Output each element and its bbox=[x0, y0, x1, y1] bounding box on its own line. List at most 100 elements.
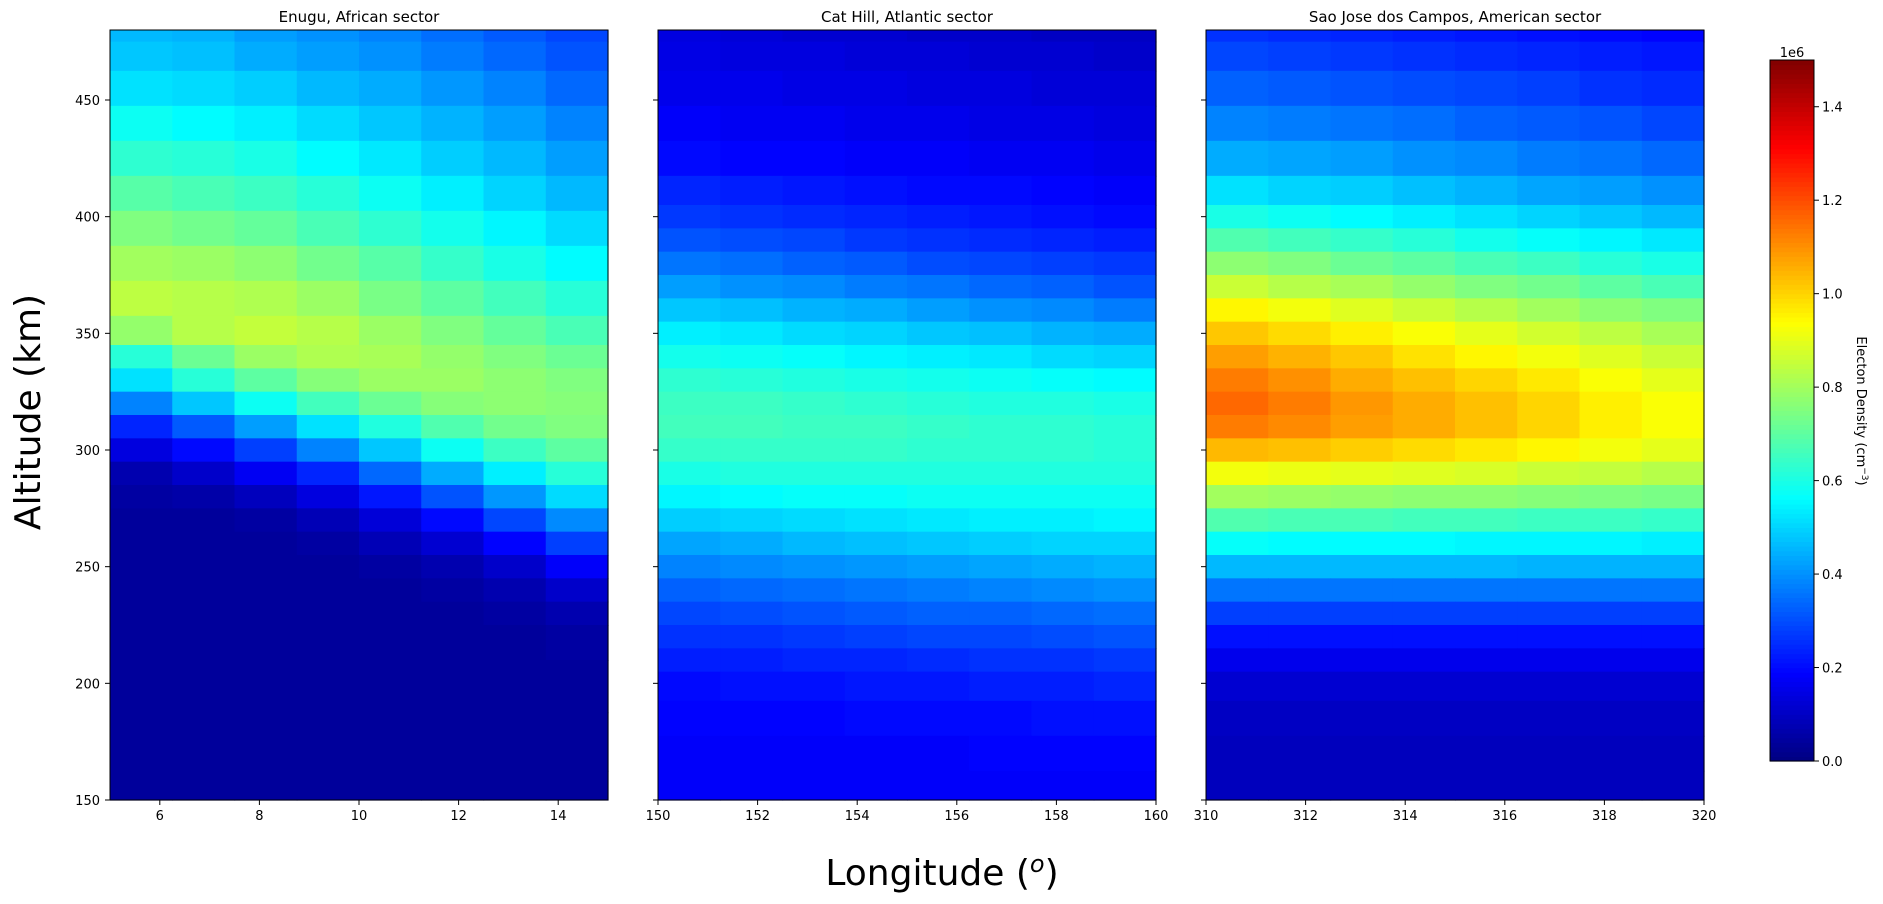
colorbar-segment bbox=[1770, 475, 1814, 482]
heatmap-cell bbox=[720, 251, 784, 276]
heatmap-cell bbox=[110, 368, 173, 393]
heatmap-cell bbox=[110, 41, 173, 72]
heatmap-cell bbox=[483, 415, 547, 439]
heatmap-cell bbox=[782, 671, 846, 702]
heatmap-cell bbox=[1206, 578, 1269, 603]
heatmap-cell bbox=[421, 438, 485, 463]
colorbar-segment bbox=[1770, 396, 1814, 402]
heatmap-cell bbox=[483, 485, 547, 509]
colorbar-segment bbox=[1770, 714, 1814, 720]
heatmap-cell bbox=[1641, 140, 1705, 177]
heatmap-cell bbox=[172, 391, 236, 416]
heatmap-cell bbox=[1641, 555, 1705, 579]
heatmap-cell bbox=[483, 660, 547, 714]
heatmap-cell bbox=[969, 345, 1033, 369]
x-tick-label: 10 bbox=[351, 809, 368, 824]
heatmap-cell bbox=[110, 461, 173, 486]
heatmap-cell bbox=[1517, 140, 1581, 177]
heatmap-cell bbox=[1517, 368, 1581, 393]
heatmap-cell bbox=[782, 251, 846, 276]
colorbar-segment bbox=[1770, 139, 1814, 145]
heatmap-cell bbox=[844, 321, 908, 346]
heatmap-cell bbox=[1392, 391, 1456, 416]
heatmap-cell bbox=[296, 391, 360, 416]
colorbar-segment bbox=[1770, 503, 1814, 510]
heatmap-cell bbox=[1392, 251, 1456, 276]
heatmap-cell bbox=[782, 30, 846, 43]
heatmap-cell bbox=[1268, 415, 1332, 439]
heatmap-cell bbox=[1517, 228, 1581, 253]
heatmap-cell bbox=[172, 712, 236, 772]
heatmap-cell bbox=[1268, 578, 1332, 603]
heatmap-cell bbox=[1031, 275, 1095, 299]
heatmap-cell bbox=[1330, 228, 1394, 253]
colorbar-segment bbox=[1770, 700, 1814, 706]
heatmap-cell bbox=[969, 485, 1033, 509]
colorbar-segment bbox=[1770, 387, 1814, 393]
heatmap-cell bbox=[359, 140, 422, 177]
heatmap-cell bbox=[1517, 391, 1581, 416]
heatmap-cell bbox=[421, 245, 485, 282]
heatmap-cell bbox=[1031, 345, 1095, 369]
heatmap-cell bbox=[1641, 298, 1705, 323]
colorbar-segment bbox=[1770, 284, 1814, 290]
heatmap-cell bbox=[720, 671, 784, 702]
heatmap-cell bbox=[1206, 671, 1269, 702]
heatmap-cell bbox=[658, 70, 721, 107]
heatmap-cell bbox=[1330, 625, 1394, 649]
heatmap-cell bbox=[545, 140, 609, 177]
heatmap-cell bbox=[1517, 415, 1581, 439]
heatmap-cell bbox=[1641, 671, 1705, 702]
heatmap-cell bbox=[296, 555, 360, 579]
colorbar-segment bbox=[1770, 634, 1814, 641]
heatmap-cell bbox=[1093, 228, 1157, 253]
heatmap-cell bbox=[1392, 298, 1456, 323]
heatmap-cell bbox=[658, 531, 721, 556]
heatmap-cell bbox=[545, 531, 609, 556]
heatmap-cell bbox=[110, 280, 173, 317]
heatmap-cell bbox=[1330, 555, 1394, 579]
heatmap-cell bbox=[658, 205, 721, 229]
heatmap-cell bbox=[907, 485, 970, 509]
heatmap-cell bbox=[844, 531, 908, 556]
heatmap-cell bbox=[359, 368, 422, 393]
colorbar-tick-label: 0.4 bbox=[1822, 568, 1843, 583]
heatmap-cell bbox=[296, 508, 360, 533]
heatmap-cell bbox=[1517, 175, 1581, 206]
heatmap-cell bbox=[720, 391, 784, 416]
colorbar-segment bbox=[1770, 214, 1814, 220]
colorbar-segment bbox=[1770, 326, 1814, 332]
heatmap-cell bbox=[1031, 228, 1095, 253]
heatmap-cell bbox=[1206, 205, 1269, 229]
heatmap-cell bbox=[421, 578, 485, 603]
heatmap-cell bbox=[421, 70, 485, 107]
heatmap-cell bbox=[907, 770, 970, 801]
colorbar-segment bbox=[1770, 116, 1814, 122]
heatmap-cell bbox=[720, 105, 784, 142]
colorbar-segment bbox=[1770, 78, 1814, 84]
heatmap-cell bbox=[1330, 700, 1394, 737]
heatmap-cell bbox=[969, 368, 1033, 393]
heatmap-cell bbox=[1392, 508, 1456, 533]
heatmap-cell bbox=[907, 700, 970, 737]
heatmap-cell bbox=[720, 555, 784, 579]
colorbar-segment bbox=[1770, 620, 1814, 627]
heatmap-cell bbox=[1517, 345, 1581, 369]
heatmap-cell bbox=[844, 438, 908, 463]
colorbar-segment bbox=[1770, 209, 1814, 215]
heatmap-cell bbox=[907, 531, 970, 556]
heatmap-cell bbox=[421, 280, 485, 317]
heatmap-cell bbox=[969, 648, 1033, 673]
heatmap-cell bbox=[1455, 251, 1518, 276]
heatmap-cell bbox=[234, 625, 298, 661]
colorbar-segment bbox=[1770, 728, 1814, 734]
x-tick-label: 156 bbox=[944, 809, 969, 824]
heatmap-cell bbox=[110, 770, 173, 801]
heatmap-cell bbox=[296, 105, 360, 142]
heatmap-cell bbox=[844, 175, 908, 206]
colorbar-segment bbox=[1770, 130, 1814, 136]
colorbar-segment bbox=[1770, 564, 1814, 570]
heatmap-cell bbox=[658, 368, 721, 393]
colorbar-segment bbox=[1770, 508, 1814, 514]
heatmap-cell bbox=[720, 485, 784, 509]
